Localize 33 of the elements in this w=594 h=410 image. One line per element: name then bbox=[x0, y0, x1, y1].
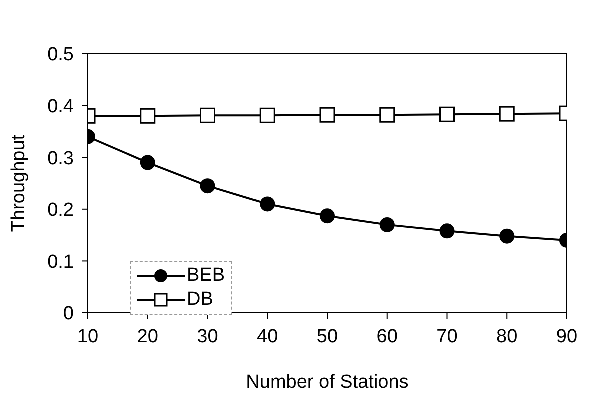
legend-label: BEB bbox=[187, 265, 226, 287]
point bbox=[440, 224, 455, 239]
y-tick-label: 0.2 bbox=[48, 200, 74, 222]
point bbox=[380, 107, 396, 123]
point bbox=[499, 106, 515, 122]
point bbox=[320, 107, 336, 123]
x-tick-label: 70 bbox=[436, 326, 458, 348]
x-tick-label: 60 bbox=[376, 326, 398, 348]
point bbox=[380, 217, 395, 232]
point bbox=[500, 228, 515, 244]
point bbox=[200, 178, 216, 194]
y-tick-label: 0.1 bbox=[48, 252, 74, 273]
x-axis-title: Number of Stations bbox=[246, 372, 409, 393]
x-tick-label: 50 bbox=[316, 326, 338, 348]
point bbox=[140, 155, 156, 170]
x-tick-label: 80 bbox=[496, 326, 518, 348]
point bbox=[440, 106, 455, 122]
y-tick-label: 0.5 bbox=[48, 44, 74, 66]
y-tick-label: 0.3 bbox=[48, 148, 74, 170]
y-axis-title: Throughput bbox=[8, 134, 30, 232]
x-tick-label: 10 bbox=[77, 326, 99, 348]
point bbox=[140, 108, 156, 124]
point bbox=[200, 108, 216, 124]
point bbox=[320, 208, 335, 224]
x-tick-label: 30 bbox=[197, 326, 218, 348]
x-tick-label: 40 bbox=[257, 326, 278, 348]
legend-label: DB bbox=[187, 289, 214, 311]
x-tick-label: 90 bbox=[556, 326, 578, 348]
x-tick-label: 20 bbox=[137, 326, 158, 348]
y-tick-label: 0 bbox=[63, 304, 74, 325]
point bbox=[260, 108, 276, 124]
point bbox=[260, 196, 276, 212]
y-tick-label: 0.4 bbox=[48, 96, 74, 118]
